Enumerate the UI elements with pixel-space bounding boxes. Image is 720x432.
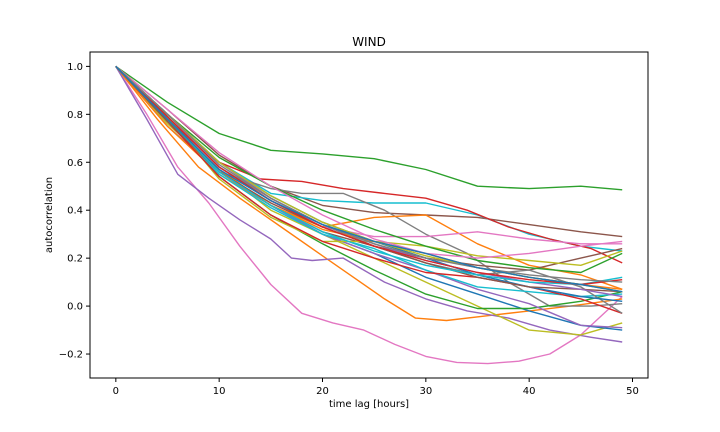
series-line-22 bbox=[115, 65, 623, 259]
plot-frame bbox=[89, 51, 649, 379]
y-tick-label: 0.0 bbox=[67, 302, 83, 313]
series-line-27 bbox=[115, 65, 623, 286]
y-tick-label: 1.0 bbox=[67, 62, 83, 73]
series-line-25 bbox=[115, 65, 623, 286]
series-line-2 bbox=[115, 65, 623, 238]
series-line-28 bbox=[115, 65, 623, 283]
y-tick-label: −0.2 bbox=[59, 350, 83, 361]
x-tick-label: 10 bbox=[213, 386, 226, 397]
x-tick-label: 20 bbox=[316, 386, 329, 397]
series-line-6 bbox=[115, 66, 623, 343]
series-line-21 bbox=[115, 65, 623, 274]
x-tick-label: 0 bbox=[113, 386, 119, 397]
y-tick-label: 0.2 bbox=[67, 254, 83, 265]
x-axis-label: time lag [hours] bbox=[329, 399, 409, 410]
y-tick-label: 0.6 bbox=[67, 158, 83, 169]
x-tick-label: 30 bbox=[419, 386, 432, 397]
x-tick-label: 50 bbox=[626, 386, 639, 397]
y-tick-label: 0.4 bbox=[67, 206, 83, 217]
series-line-15 bbox=[115, 65, 623, 298]
y-axis: −0.2 0.0 0.2 0.4 0.6 0.8 1.0 bbox=[59, 62, 90, 361]
series-line-17 bbox=[115, 65, 623, 314]
x-tick-label: 40 bbox=[523, 386, 536, 397]
series-line-29 bbox=[115, 65, 623, 293]
chart-title: WIND bbox=[352, 35, 386, 49]
series-line-0 bbox=[115, 65, 623, 191]
y-axis-label: autocorrelation bbox=[44, 177, 55, 253]
series-line-5 bbox=[115, 65, 623, 322]
y-tick-label: 0.8 bbox=[67, 110, 83, 121]
x-axis: 0 10 20 30 40 50 bbox=[113, 378, 639, 397]
plot-lines bbox=[115, 65, 623, 365]
